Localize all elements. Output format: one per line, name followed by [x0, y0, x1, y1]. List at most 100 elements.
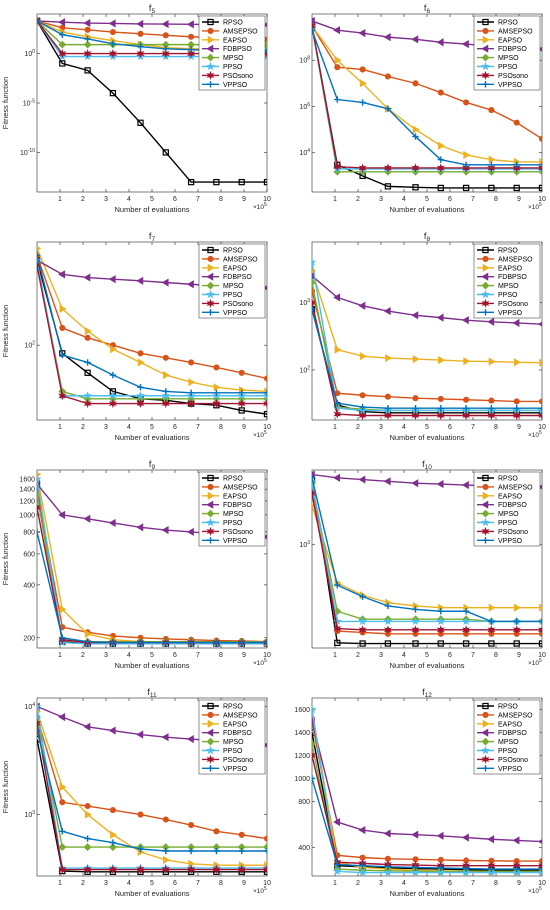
series-line: [312, 720, 542, 843]
data-point: [109, 371, 117, 379]
series-line: [37, 706, 267, 869]
x-tick-label: 2: [356, 424, 360, 431]
data-point: [108, 726, 116, 735]
series-line: [37, 716, 267, 848]
data-point: [110, 830, 118, 839]
data-point: [312, 298, 316, 308]
data-point: [539, 603, 542, 612]
data-point: [438, 356, 445, 365]
data-point: [161, 525, 169, 535]
data-point: [312, 474, 316, 482]
y-tick-label: 106: [299, 102, 310, 111]
data-point: [537, 321, 542, 327]
data-point: [334, 64, 341, 71]
data-point: [359, 862, 366, 869]
data-point: [488, 404, 495, 412]
data-point: [412, 606, 419, 613]
legend-marker: [206, 526, 215, 536]
data-point: [383, 616, 393, 626]
legend-marker: [207, 474, 214, 482]
legend-label: FDBPSO: [498, 46, 527, 53]
data-point: [461, 616, 471, 626]
data-point: [136, 864, 145, 875]
legend-label: VPPSO: [498, 82, 523, 89]
data-point: [334, 96, 341, 103]
data-point: [461, 40, 469, 49]
legend-marker: [207, 81, 214, 88]
data-point: [538, 640, 542, 647]
data-point: [37, 474, 42, 483]
legend-marker: [207, 711, 214, 718]
series-line: [37, 260, 267, 397]
series-amsepso: [37, 713, 267, 842]
data-point: [109, 639, 117, 646]
legend-marker: [207, 246, 214, 254]
data-point: [513, 119, 520, 126]
data-point: [162, 354, 169, 361]
data-point: [358, 616, 367, 626]
data-point: [487, 625, 496, 635]
chart-panel-1: f5 1 2 3 4 5 6 7 8 9 10×105 Number of evaluations 10…: [1, 3, 271, 214]
data-point: [162, 45, 169, 53]
legend-marker: [481, 509, 490, 518]
data-point: [37, 727, 41, 734]
series-line: [37, 723, 267, 871]
data-point: [237, 864, 246, 875]
y-tick-label: 1600: [294, 707, 310, 714]
series-line: [312, 709, 542, 874]
series-psosono: [312, 488, 542, 635]
x-tick-label: 4: [402, 424, 406, 431]
y-tick-label: 800: [23, 529, 35, 536]
data-point: [59, 304, 67, 313]
x-tick-label: 4: [127, 196, 131, 203]
data-point: [385, 354, 393, 363]
data-point: [436, 38, 444, 47]
x-tick-label: 2: [81, 196, 85, 203]
data-point: [512, 410, 521, 420]
data-point: [383, 410, 392, 420]
data-point: [58, 864, 67, 875]
x-tick-label: 5: [425, 424, 429, 431]
data-point: [37, 718, 41, 728]
legend-marker: [482, 483, 489, 490]
data-point: [436, 313, 444, 322]
data-point: [513, 640, 520, 647]
data-point: [358, 410, 367, 420]
x-tick-label: 2: [81, 652, 85, 659]
data-point: [263, 835, 267, 842]
data-point: [162, 32, 169, 39]
legend-marker: [481, 70, 490, 80]
x-tick-label: 5: [150, 880, 154, 887]
data-point: [59, 351, 66, 359]
series-rpso: [37, 17, 267, 186]
data-point: [59, 799, 66, 806]
chart-panel-3: f7 1 2 3 4 5 6 7 8 9 10×105 Number of evaluations 10…: [1, 231, 271, 442]
series-line: [312, 25, 542, 170]
data-point: [538, 163, 542, 173]
y-axis-label: Fitness function: [1, 533, 10, 586]
data-point: [84, 26, 91, 33]
legend-label: RPSO: [223, 476, 243, 483]
data-point: [213, 364, 220, 371]
series-fdbpso: [312, 271, 542, 328]
data-point: [263, 847, 267, 855]
legend-marker: [482, 18, 489, 26]
legend-marker: [206, 737, 215, 746]
data-point: [83, 722, 91, 731]
data-point: [358, 163, 367, 173]
x-axis-label: Number of evaluations: [389, 433, 464, 442]
x-tick-label: 1: [58, 880, 62, 887]
data-point: [436, 480, 444, 489]
x-tick-label: 2: [81, 424, 85, 431]
data-point: [312, 775, 316, 782]
data-point: [162, 847, 169, 855]
legend-marker: [481, 290, 490, 299]
data-point: [312, 21, 316, 31]
data-point: [161, 20, 169, 29]
y-tick-label: 103: [24, 810, 35, 819]
legend-marker: [207, 491, 215, 500]
x-tick-label: 9: [242, 652, 246, 659]
data-point: [384, 404, 392, 412]
data-point: [161, 48, 170, 59]
